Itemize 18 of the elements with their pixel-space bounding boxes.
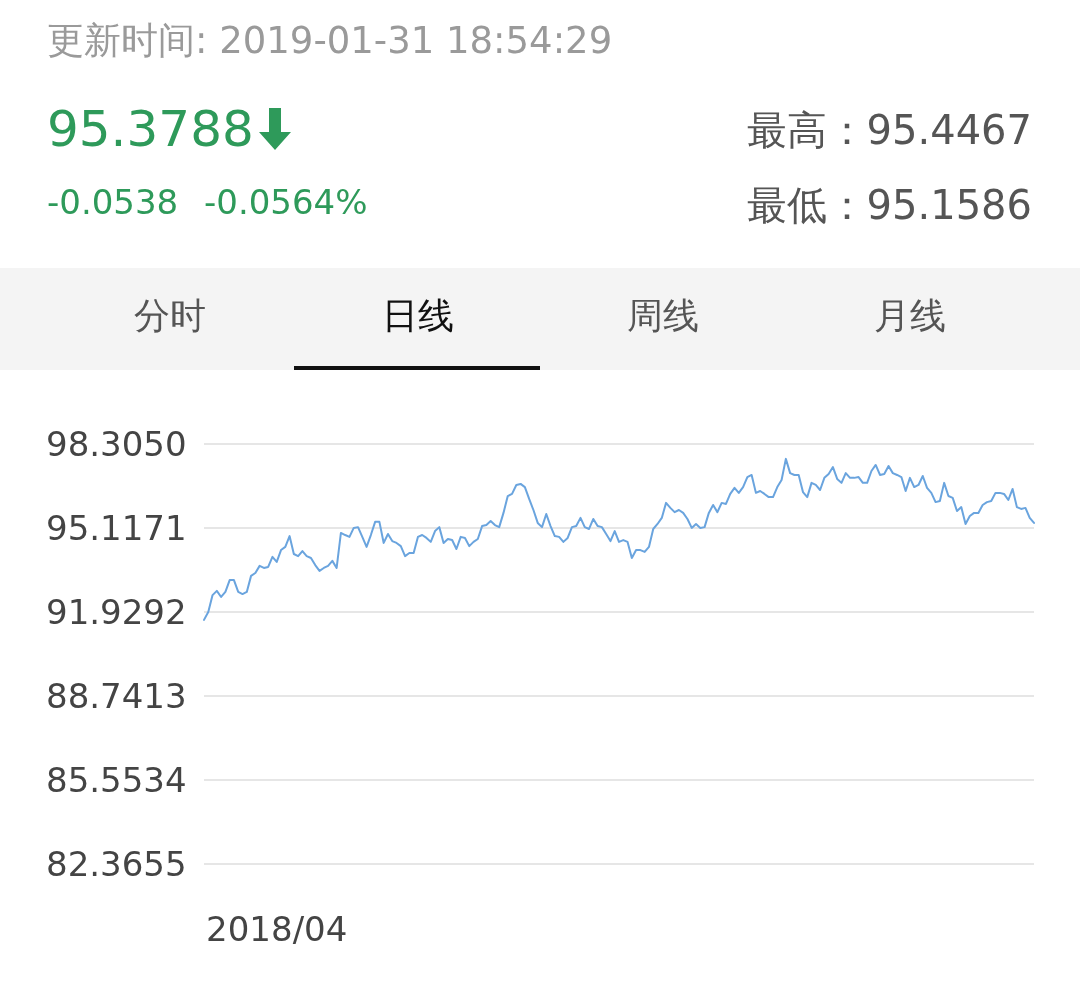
y-tick-label: 88.7413 <box>46 676 187 716</box>
text: 周线 <box>627 295 699 336</box>
line-series <box>203 457 1035 621</box>
text: -0.0564% <box>204 182 368 222</box>
text: 最高：95.4467 <box>746 107 1032 153</box>
y-tick-label: 91.9292 <box>46 592 187 632</box>
x-tick-label: 2018/04 <box>206 909 348 949</box>
y-tick-label: 85.5534 <box>46 760 187 800</box>
text: 月线 <box>874 295 946 336</box>
y-tick-label: 82.3655 <box>46 844 187 884</box>
text: 95.3788 <box>47 100 254 158</box>
y-tick-label: 95.1171 <box>46 508 187 548</box>
text: 分时 <box>134 295 206 336</box>
text: 最低：95.1586 <box>746 182 1032 228</box>
text: 日线 <box>382 295 454 336</box>
text: -0.0538 <box>47 182 179 222</box>
y-tick-label: 98.3050 <box>46 424 187 464</box>
text: 更新时间: 2019-01-31 18:54:29 <box>47 19 613 62</box>
